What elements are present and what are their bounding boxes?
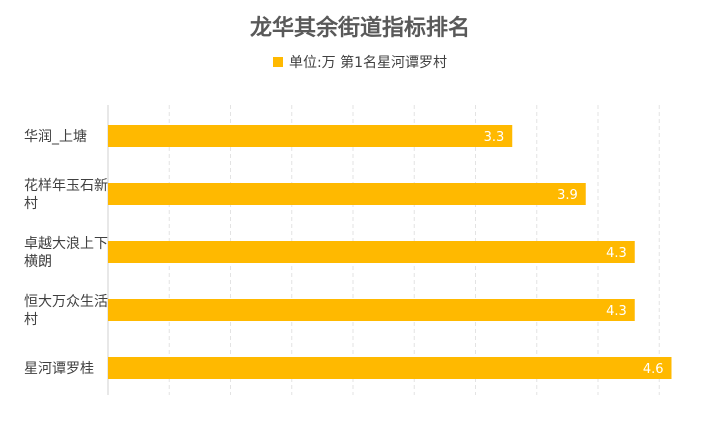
bar-value-label-4: 4.6 [643, 362, 664, 377]
category-label-3-line-0: 恒大万众生活 [24, 294, 108, 310]
category-label-3-line-1: 村 [24, 312, 38, 328]
category-label-2-line-1: 横朗 [24, 254, 52, 270]
bar-2 [108, 241, 635, 263]
category-label-1-line-0: 花样年玉石新 [24, 178, 108, 194]
bar-value-label-1: 3.9 [557, 188, 578, 203]
chart-title: 龙华其余街道指标排名 [249, 16, 470, 41]
category-label-0: 华润_上塘 [24, 129, 87, 145]
bar-3 [108, 299, 635, 321]
legend-label: 单位:万 第1名星河谭罗村 [288, 55, 448, 71]
category-label-2-line-0: 卓越大浪上下 [24, 236, 108, 252]
bar-4 [108, 357, 672, 379]
bar-value-label-3: 4.3 [606, 304, 627, 319]
category-label-1-line-1: 村 [24, 196, 38, 212]
legend-swatch [272, 57, 283, 67]
category-label-4: 星河谭罗桂 [24, 361, 94, 377]
bar-0 [108, 125, 513, 147]
chart-legend: 单位:万 第1名星河谭罗村 [0, 52, 720, 72]
bar-value-label-2: 4.3 [606, 246, 627, 261]
bar-1 [108, 183, 586, 205]
bar-value-label-0: 3.3 [484, 130, 505, 145]
